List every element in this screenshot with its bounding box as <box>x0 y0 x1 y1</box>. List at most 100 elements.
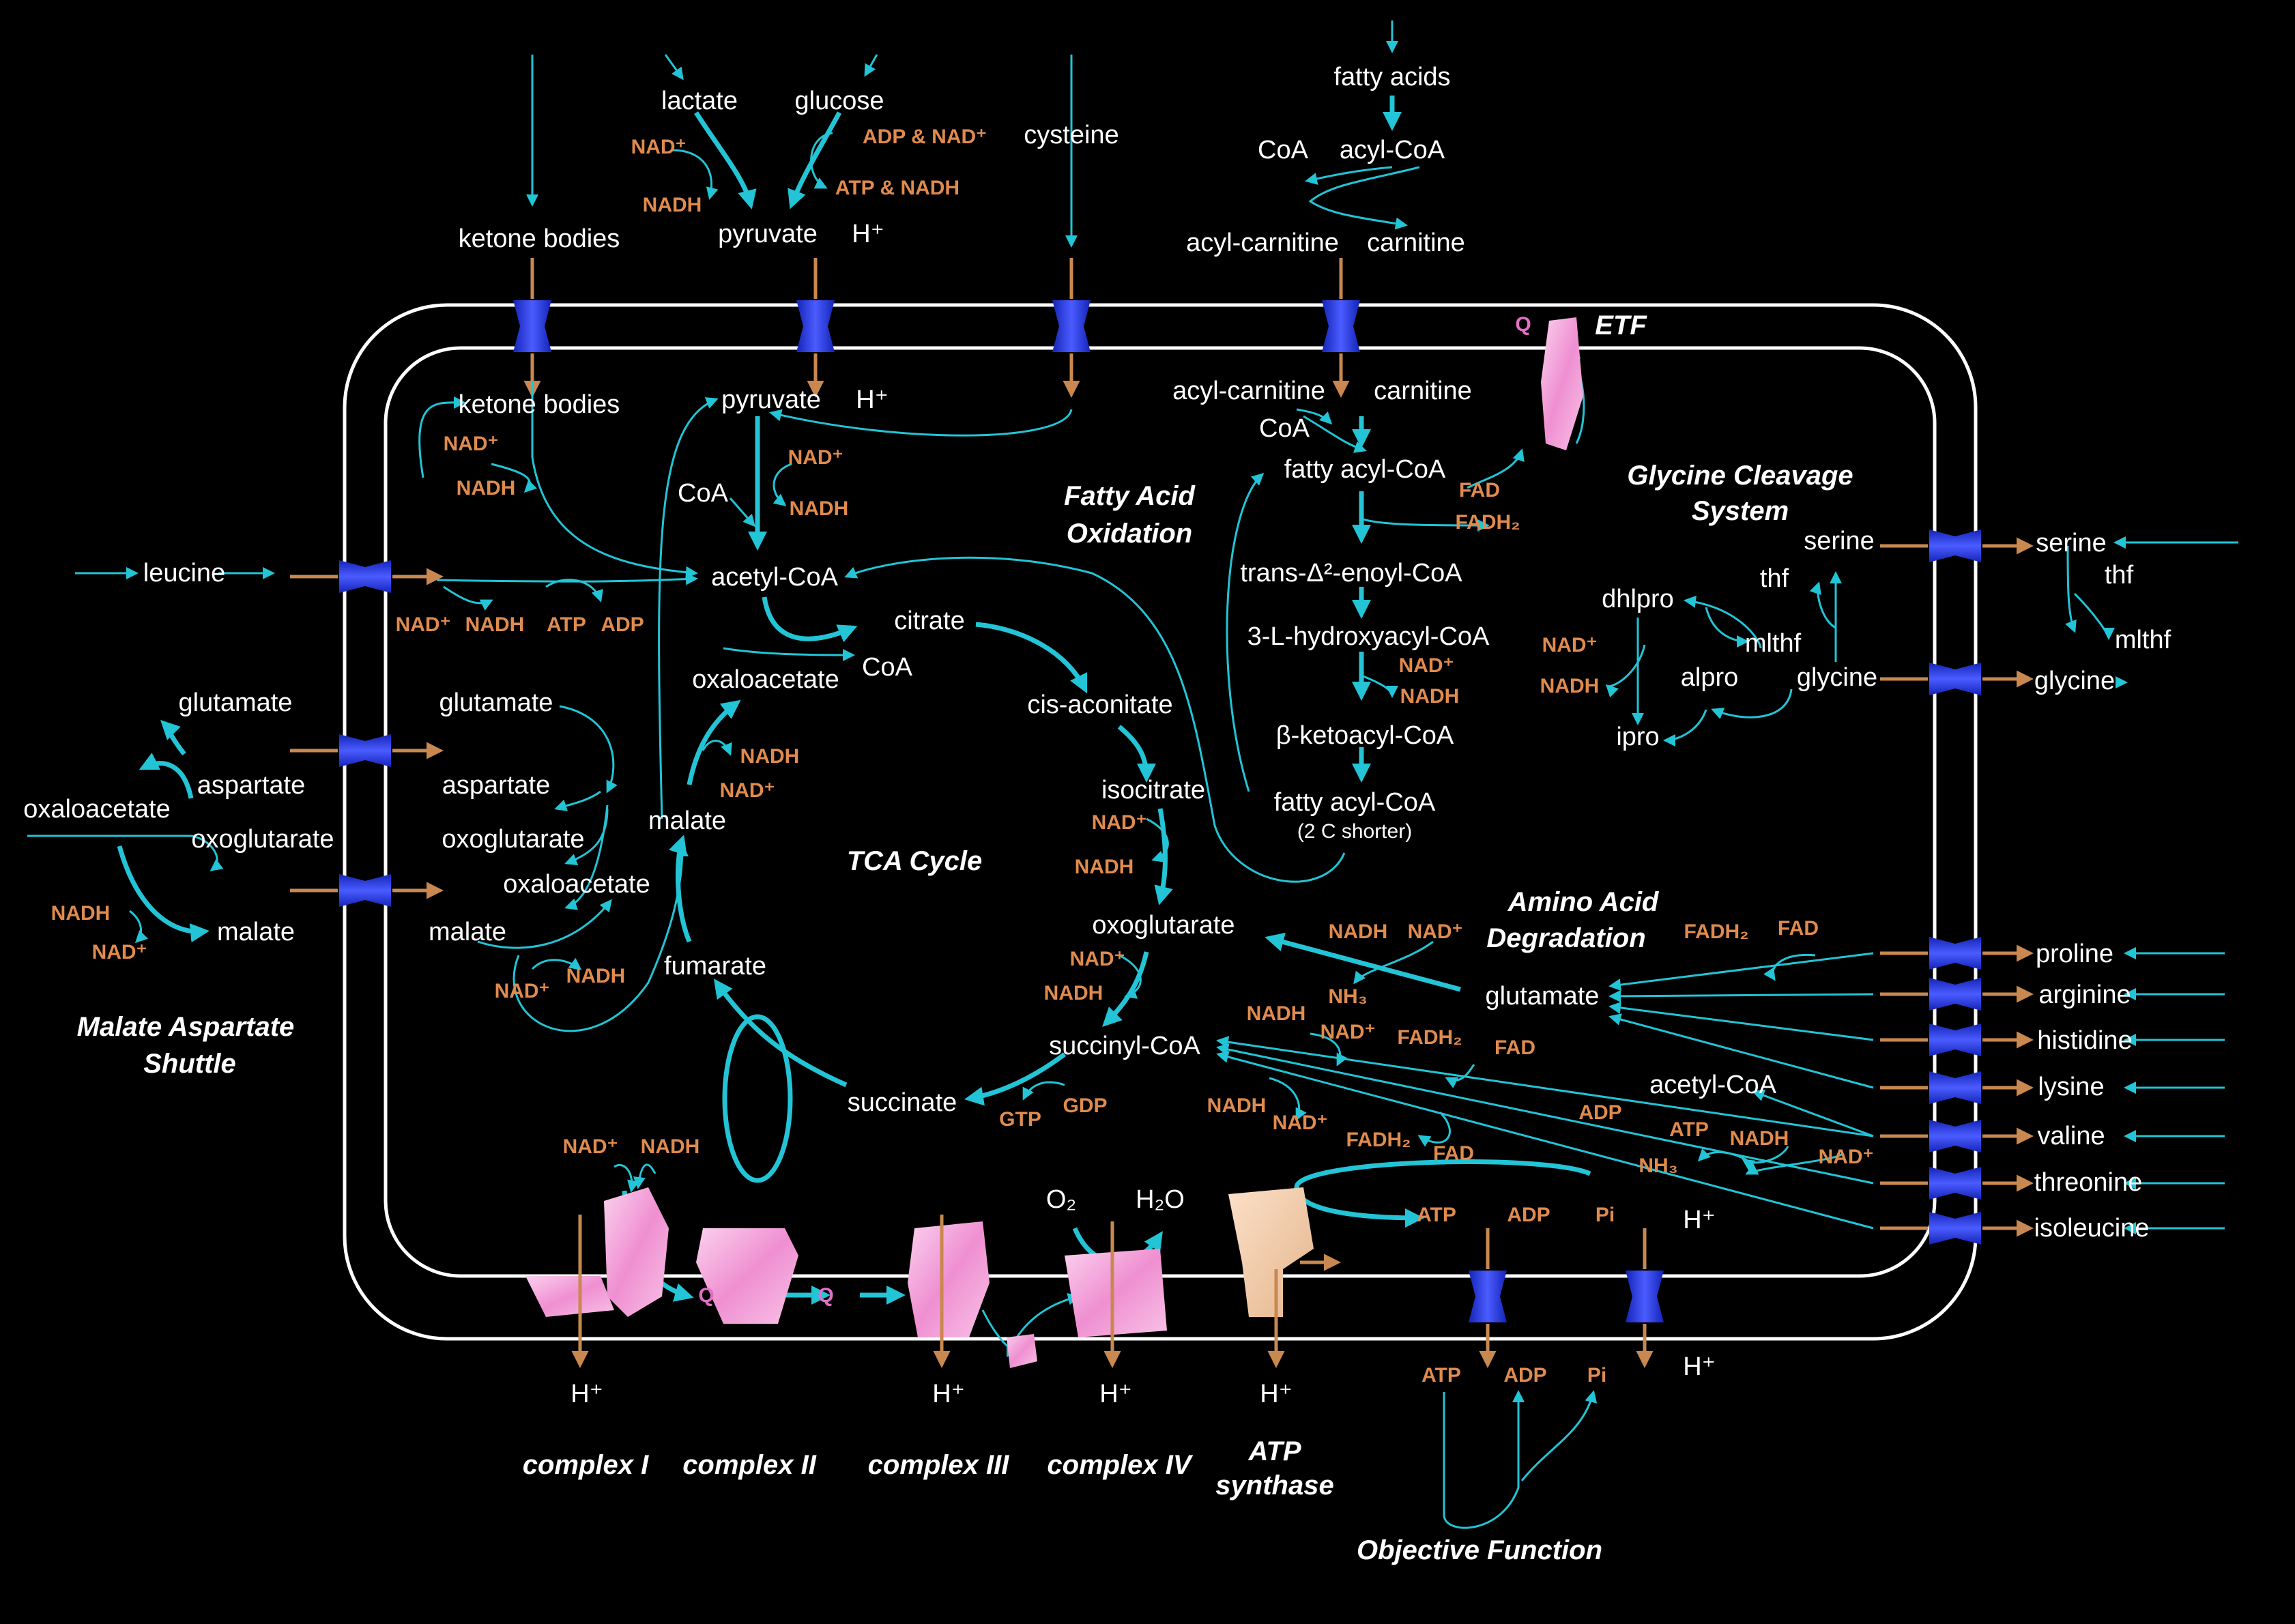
nad-aa2: NAD⁺ <box>1273 1112 1328 1134</box>
atp-synthase-shape <box>1228 1187 1341 1317</box>
thf-outside: thf <box>2105 561 2134 590</box>
nadh-lactate: NADH <box>643 194 702 216</box>
oxaloacetate-outside: oxaloacetate <box>23 795 171 824</box>
transporter-lysine <box>1880 1071 2034 1104</box>
nad-aa3: NAD⁺ <box>1819 1146 1874 1168</box>
nad-gdh: NAD⁺ <box>1408 920 1463 943</box>
proline-outside: proline <box>2036 940 2113 968</box>
label-glycine-cleavage-2: System <box>1692 496 1789 526</box>
cytochrome-c-shape <box>1007 1334 1037 1368</box>
nadh-idh: NADH <box>1075 856 1134 878</box>
oxoglutarate-tca: oxoglutarate <box>1092 911 1235 940</box>
proton-stems <box>571 1215 1285 1368</box>
transporter-glycine <box>1880 663 2034 695</box>
transporter-atp-adp <box>1469 1228 1507 1368</box>
pyruvate-outside: pyruvate <box>718 220 818 248</box>
nad-mas-inside: NAD⁺ <box>495 980 550 1002</box>
adp-leucine: ADP <box>601 613 644 636</box>
acetyl-coa-aa: acetyl-CoA <box>1649 1071 1776 1099</box>
adp-objective-out: ADP <box>1503 1364 1546 1387</box>
nad-mdh: NAD⁺ <box>720 779 775 802</box>
glucose-outside: glucose <box>795 87 884 115</box>
arginine-outside: arginine <box>2038 981 2131 1009</box>
ketone-bodies-inside: ketone bodies <box>459 390 620 419</box>
fadh2-fao: FADH₂ <box>1456 511 1520 534</box>
fad-aa2: FAD <box>1433 1142 1474 1165</box>
nad-ketone: NAD⁺ <box>444 433 499 455</box>
lactate-outside: lactate <box>661 87 738 115</box>
label-glycine-cleavage-1: Glycine Cleavage <box>1627 461 1853 491</box>
fadh2-aa1: FADH₂ <box>1398 1026 1462 1049</box>
adp-aa: ADP <box>1578 1101 1621 1124</box>
label-complex-i: complex I <box>523 1450 649 1480</box>
adp-nad-glycolysis: ADP & NAD⁺ <box>863 126 987 148</box>
threonine-outside: threonine <box>2034 1168 2142 1197</box>
nad-lactate: NAD⁺ <box>631 136 687 158</box>
hplus-atp-out: H⁺ <box>1683 1352 1716 1381</box>
nadh-aa1: NADH <box>1247 1002 1306 1025</box>
nh3-gdh: NH₃ <box>1328 985 1367 1008</box>
transporter-carnitine <box>1322 258 1360 398</box>
succinyl-coa: succinyl-CoA <box>1049 1032 1200 1060</box>
carnitine-outside: carnitine <box>1367 229 1465 257</box>
dhlpro: dhlpro <box>1602 585 1674 613</box>
oxoglutarate-mas-inside: oxoglutarate <box>442 825 584 854</box>
fatty-acids-outside: fatty acids <box>1333 63 1450 91</box>
transporter-valine <box>1880 1120 2034 1152</box>
nadh-leucine: NADH <box>465 613 525 636</box>
complex-iii-shape <box>908 1221 990 1337</box>
leucine-outside: leucine <box>143 559 225 588</box>
nadh-gdh: NADH <box>1329 920 1388 943</box>
cis-aconitate: cis-aconitate <box>1027 691 1172 719</box>
two-carbon-shorter: (2 C shorter) <box>1297 820 1412 843</box>
transporter-oxoglutarate-malate <box>290 874 444 907</box>
oxoglutarate-outside: oxoglutarate <box>191 825 334 854</box>
citrate: citrate <box>894 607 964 635</box>
label-fatty-acid-oxidation-2: Oxidation <box>1067 519 1192 549</box>
valine-outside: valine <box>2037 1122 2105 1150</box>
hplus-complex-iv: H⁺ <box>1099 1380 1132 1408</box>
nad-pdh: NAD⁺ <box>788 446 843 469</box>
aspartate-inside: aspartate <box>442 771 550 800</box>
nadh-ogdh: NADH <box>1044 982 1103 1004</box>
label-objective-function: Objective Function <box>1357 1535 1602 1565</box>
label-etf: ETF <box>1595 310 1647 340</box>
nad-idh: NAD⁺ <box>1092 811 1147 834</box>
h2o: H₂O <box>1136 1185 1185 1214</box>
atp-objective-in: ATP <box>1417 1204 1456 1226</box>
fatty-acyl-coa-shorter: fatty acyl-CoA <box>1274 788 1436 817</box>
isoleucine-outside: isoleucine <box>2034 1214 2150 1243</box>
fatty-acyl-coa: fatty acyl-CoA <box>1284 455 1446 484</box>
ipro: ipro <box>1616 723 1659 751</box>
nadh-mas-outside: NADH <box>51 902 111 925</box>
nh3-aa: NH₃ <box>1639 1155 1677 1177</box>
oxaloacetate-tca: oxaloacetate <box>692 665 839 694</box>
nadh-aa3: NADH <box>1730 1127 1789 1150</box>
atp-objective-out: ATP <box>1421 1364 1461 1387</box>
nad-leucine: NAD⁺ <box>396 613 451 636</box>
pyruvate-inside: pyruvate <box>721 386 821 414</box>
label-tca-cycle: TCA Cycle <box>847 846 983 876</box>
cysteine-outside: cysteine <box>1024 121 1118 149</box>
transporter-isoleucine <box>1880 1212 2034 1245</box>
gtp: GTP <box>999 1108 1041 1131</box>
nadh-complex-i: NADH <box>641 1135 700 1158</box>
hplus-atp-synthase: H⁺ <box>1260 1380 1293 1408</box>
carnitine-inside: carnitine <box>1374 377 1472 405</box>
serine-outside: serine <box>2036 529 2107 557</box>
glycine-outside: glycine <box>2034 667 2115 695</box>
acyl-carnitine-outside: acyl-carnitine <box>1186 229 1339 257</box>
pi-objective-out: Pi <box>1587 1364 1606 1387</box>
glutamate-outside: glutamate <box>179 688 293 717</box>
fumarate: fumarate <box>664 952 766 981</box>
atp-leucine: ATP <box>547 613 586 636</box>
transporter-glutamate-aspartate <box>290 734 444 767</box>
fad-proline: FAD <box>1778 917 1819 940</box>
transporter-threonine <box>1880 1167 2034 1200</box>
nadh-fao: NADH <box>1400 685 1460 708</box>
complex-i-shape <box>525 1187 669 1317</box>
label-malate-aspartate-2: Shuttle <box>143 1049 236 1079</box>
transporter-serine <box>1880 530 2034 562</box>
fadh2-proline: FADH₂ <box>1684 920 1749 943</box>
label-amino-acid-degradation-1: Amino Acid <box>1507 887 1660 917</box>
